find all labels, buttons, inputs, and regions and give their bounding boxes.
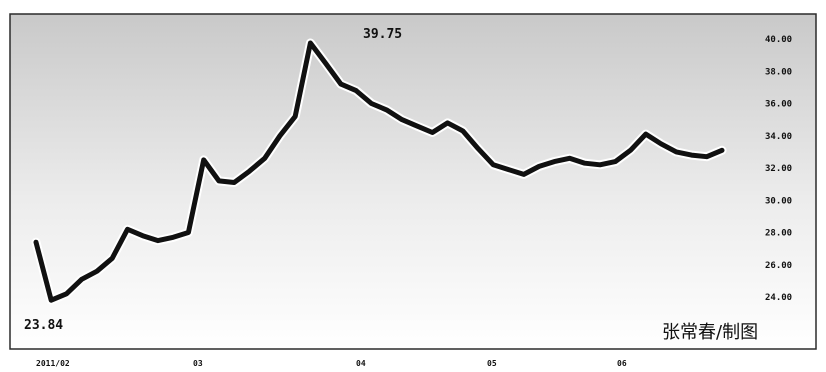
data-point xyxy=(65,292,69,296)
x-tick-label: 05 xyxy=(487,359,497,368)
x-axis-ticks: 2011/02 03 04 05 06 xyxy=(36,359,627,368)
data-point xyxy=(34,240,38,244)
x-tick-label: 2011/02 xyxy=(36,359,70,368)
data-point xyxy=(705,155,709,159)
data-point xyxy=(461,129,465,133)
data-point xyxy=(95,269,99,273)
data-point xyxy=(400,118,404,122)
y-tick-label: 38.00 xyxy=(765,67,792,77)
data-point xyxy=(537,164,541,168)
data-point xyxy=(690,153,694,157)
data-point xyxy=(644,132,648,136)
data-point xyxy=(80,277,84,281)
data-point xyxy=(430,131,434,135)
min-value-label: 23.84 xyxy=(24,318,63,333)
data-point xyxy=(339,82,343,86)
data-point xyxy=(110,256,114,260)
data-point xyxy=(659,142,663,146)
data-point xyxy=(446,121,450,125)
data-point xyxy=(674,150,678,154)
data-point xyxy=(202,158,206,162)
data-point xyxy=(598,163,602,167)
data-point xyxy=(552,160,556,164)
series-line xyxy=(33,40,725,303)
data-point xyxy=(522,172,526,176)
data-point xyxy=(141,234,145,238)
data-point xyxy=(247,169,251,173)
data-point xyxy=(293,114,297,118)
y-tick-label: 26.00 xyxy=(765,261,792,271)
data-point xyxy=(507,168,511,172)
data-point xyxy=(354,89,358,93)
data-point xyxy=(263,156,267,160)
y-tick-label: 32.00 xyxy=(765,164,792,174)
data-point xyxy=(308,41,312,45)
data-point xyxy=(491,163,495,167)
chart-credit: 张常春/制图 xyxy=(662,322,758,343)
y-tick-label: 24.00 xyxy=(765,293,792,303)
data-point xyxy=(568,156,572,160)
data-point xyxy=(171,235,175,239)
data-point xyxy=(385,108,389,112)
data-point xyxy=(369,102,373,106)
data-point xyxy=(126,227,130,231)
data-point xyxy=(156,239,160,243)
y-tick-label: 36.00 xyxy=(765,100,792,110)
data-point xyxy=(583,161,587,165)
data-point xyxy=(613,160,617,164)
data-point xyxy=(186,231,190,235)
x-tick-label: 03 xyxy=(193,359,203,368)
data-point xyxy=(324,61,328,65)
x-tick-label: 06 xyxy=(617,359,627,368)
data-point xyxy=(720,148,724,152)
y-tick-label: 28.00 xyxy=(765,229,792,239)
data-point xyxy=(217,179,221,183)
x-tick-label: 04 xyxy=(356,359,366,368)
y-tick-label: 34.00 xyxy=(765,132,792,142)
plot-area xyxy=(9,13,817,350)
data-point xyxy=(49,298,53,302)
data-point xyxy=(629,148,633,152)
data-point xyxy=(415,124,419,128)
y-tick-label: 40.00 xyxy=(765,35,792,45)
y-tick-label: 30.00 xyxy=(765,196,792,206)
max-value-label: 39.75 xyxy=(363,27,402,42)
data-point xyxy=(476,147,480,151)
data-point xyxy=(278,134,282,138)
data-point xyxy=(232,181,236,185)
y-axis-ticks: 24.00 26.00 28.00 30.00 32.00 34.00 36.00 38.00… xyxy=(765,35,792,303)
